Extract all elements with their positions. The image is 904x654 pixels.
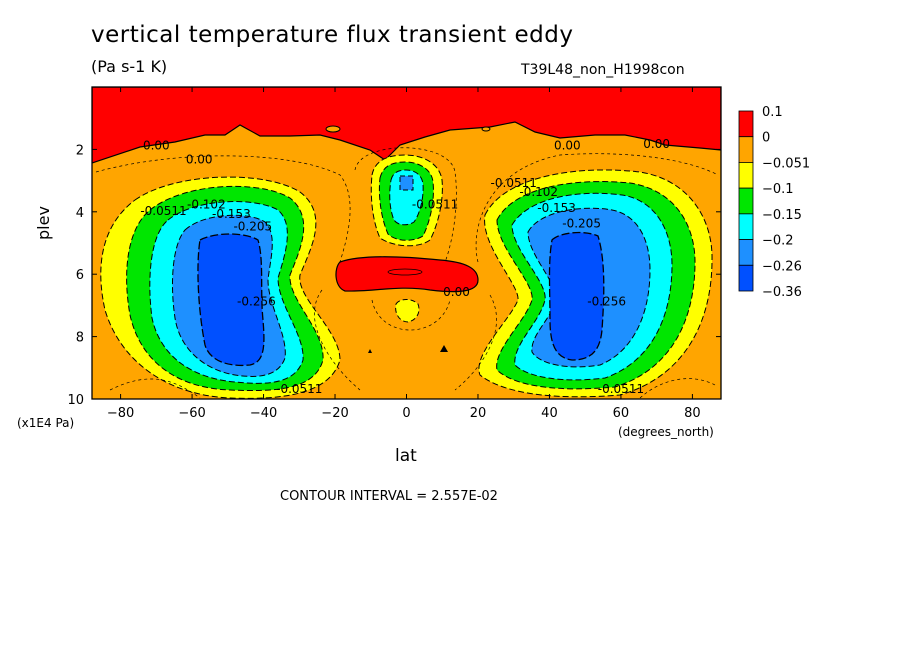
- contour-label: 0.00: [186, 152, 213, 166]
- colorbar-label: −0.26: [762, 259, 802, 274]
- chart-title: vertical temperature flux transient eddy: [91, 22, 574, 48]
- colorbar-label: 0: [762, 131, 770, 146]
- contour-label: 0.00: [554, 138, 581, 152]
- colorbar-swatch: [738, 110, 754, 138]
- contour-label: 0.00: [143, 138, 170, 152]
- x-axis-label: lat: [395, 446, 417, 466]
- left-band-darkblue: [197, 233, 265, 367]
- small-marker: [368, 349, 372, 353]
- x-tick-label: −20: [321, 406, 348, 421]
- colorbar-swatch: [738, 264, 754, 292]
- center-lower-yellow: [395, 299, 420, 323]
- contour-label: -0.102: [519, 185, 558, 199]
- contour-label: -0.102: [187, 198, 226, 212]
- colorbar-label: −0.2: [762, 234, 794, 249]
- positive-region-top: [92, 87, 721, 164]
- contour-label: -0.0511: [598, 382, 644, 396]
- small-marker: [440, 345, 448, 352]
- colorbar-label: −0.36: [762, 285, 802, 300]
- colorbar-label: −0.1: [762, 182, 794, 197]
- contour-label: -0.256: [587, 294, 626, 308]
- x-tick-label: 80: [684, 406, 701, 421]
- y-tick-label: 4: [76, 206, 84, 221]
- colorbar-swatch: [738, 187, 754, 215]
- run-label: T39L48_non_H1998con: [521, 62, 685, 78]
- x-tick-label: −80: [107, 406, 134, 421]
- contour-label: -0.256: [237, 294, 276, 308]
- y-tick-label: 8: [76, 331, 84, 346]
- x-tick-label: −60: [178, 406, 205, 421]
- colorbar-swatch: [738, 213, 754, 240]
- x-axis-units: (degrees_north): [618, 425, 714, 439]
- small-contour-loop: [481, 126, 491, 132]
- center-band-blue: [399, 175, 414, 191]
- colorbar-label: −0.051: [762, 156, 810, 171]
- right-band-darkblue: [548, 231, 605, 361]
- x-tick-label: 40: [541, 406, 558, 421]
- chart-units: (Pa s-1 K): [91, 57, 168, 76]
- contour-label: -0.0511: [412, 198, 458, 212]
- contour-label: -0.0511: [140, 204, 186, 218]
- center-band-cyan: [389, 169, 424, 226]
- y-axis-units: (x1E4 Pa): [17, 416, 75, 430]
- contour-label: -0.0511: [491, 176, 537, 190]
- contour-label: 0.00: [443, 285, 470, 299]
- colorbar-label: 0.1: [762, 105, 783, 120]
- positive-region-middle: [335, 256, 479, 293]
- contour-label: -0.153: [537, 201, 576, 215]
- colorbar-swatch: [738, 136, 754, 163]
- small-contour-loop: [325, 125, 341, 133]
- contour-label: -0.153: [212, 207, 251, 221]
- x-tick-label: 20: [470, 406, 487, 421]
- colorbar-label: −0.15: [762, 208, 802, 223]
- y-tick-label: 2: [76, 143, 84, 158]
- y-tick-label: 6: [76, 268, 84, 283]
- colorbar-swatch: [738, 239, 754, 266]
- x-tick-label: −40: [250, 406, 277, 421]
- contour-label: 0.00: [643, 137, 670, 151]
- y-tick-label: 10: [67, 393, 84, 408]
- small-contour-loop: [387, 268, 423, 276]
- x-tick-label: 60: [613, 406, 630, 421]
- guide-contours: [95, 147, 719, 399]
- contour-label: -0.0511: [276, 382, 322, 396]
- colorbar-swatch: [738, 162, 754, 189]
- x-tick-label: 0: [402, 406, 410, 421]
- contour-label: -0.205: [233, 220, 272, 234]
- contour-label: -0.205: [562, 216, 601, 230]
- contour-interval-note: CONTOUR INTERVAL = 2.557E-02: [280, 489, 498, 504]
